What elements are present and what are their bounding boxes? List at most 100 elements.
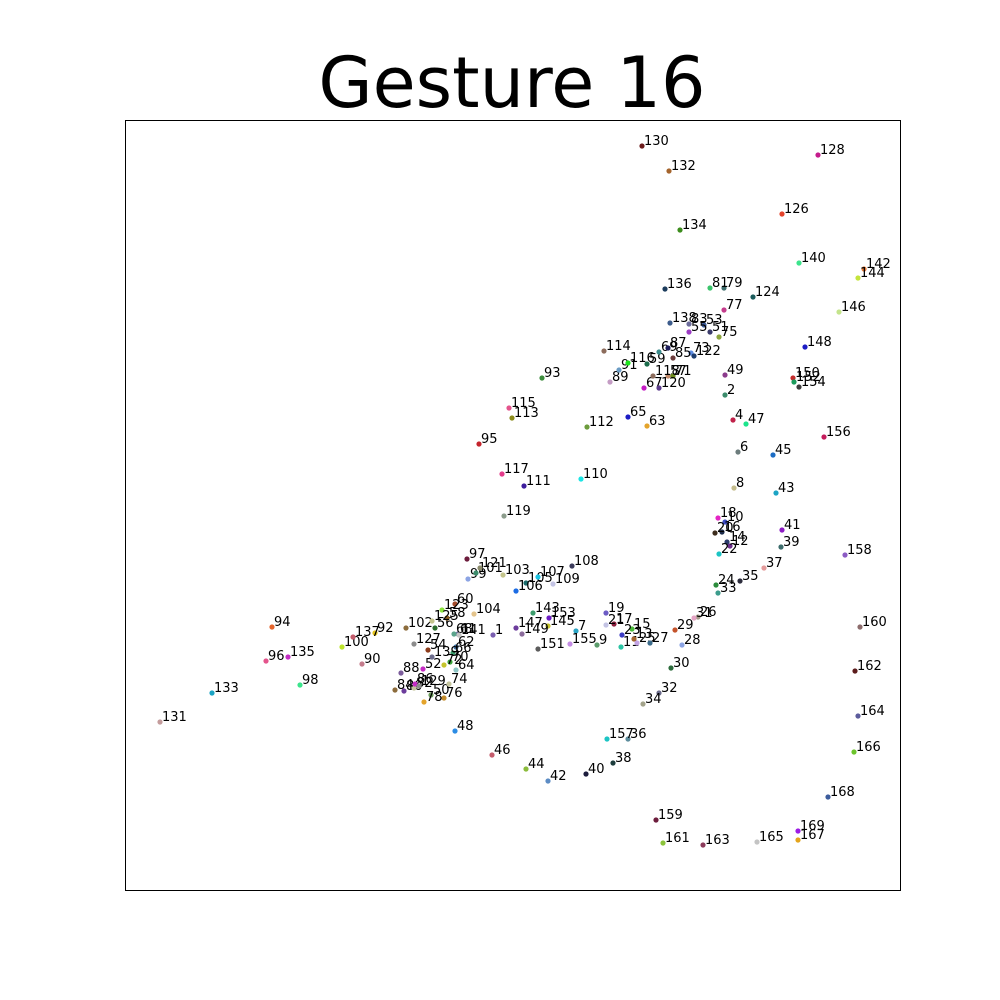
point-label-83: 83 bbox=[691, 312, 708, 327]
point-label-51: 51 bbox=[712, 320, 729, 335]
point-34 bbox=[640, 701, 646, 707]
point-71 bbox=[670, 373, 676, 379]
point-label-133: 133 bbox=[214, 681, 239, 696]
point-label-91: 91 bbox=[621, 358, 638, 373]
point-label-141: 141 bbox=[461, 623, 486, 638]
point-label-167: 167 bbox=[800, 828, 825, 843]
point-label-38: 38 bbox=[615, 751, 632, 766]
point-80 bbox=[401, 688, 407, 694]
point-120 bbox=[656, 385, 662, 391]
point-115 bbox=[506, 405, 512, 411]
point-label-15: 15 bbox=[634, 617, 651, 632]
points-layer: 1246789101112131415161718192021222324252… bbox=[157, 134, 891, 848]
point-114 bbox=[601, 348, 607, 354]
point-label-99: 99 bbox=[470, 567, 487, 582]
point-label-138: 138 bbox=[672, 311, 697, 326]
point-119 bbox=[501, 513, 507, 519]
point-53 bbox=[701, 322, 707, 328]
point-33 bbox=[715, 590, 721, 596]
point-label-137: 137 bbox=[355, 625, 380, 640]
point-136 bbox=[662, 286, 668, 292]
point-label-139: 139 bbox=[434, 645, 459, 660]
point-label-48: 48 bbox=[457, 719, 474, 734]
point-37 bbox=[761, 565, 767, 571]
point-label-93: 93 bbox=[544, 366, 561, 381]
point-137 bbox=[350, 634, 356, 640]
point-74 bbox=[446, 681, 452, 687]
point-98 bbox=[297, 682, 303, 688]
point-87 bbox=[665, 345, 671, 351]
point-label-112: 112 bbox=[589, 415, 614, 430]
point-91 bbox=[616, 367, 622, 373]
point-label-60: 60 bbox=[457, 592, 474, 607]
point-label-56: 56 bbox=[437, 616, 454, 631]
point-label-107: 107 bbox=[540, 565, 565, 580]
point-label-39: 39 bbox=[783, 535, 800, 550]
point-label-95: 95 bbox=[481, 432, 498, 447]
point-label-46: 46 bbox=[494, 743, 511, 758]
point-label-169: 169 bbox=[800, 819, 825, 834]
point-14 bbox=[724, 539, 730, 545]
point-132 bbox=[666, 168, 672, 174]
point-label-129: 129 bbox=[421, 674, 446, 689]
point-75 bbox=[716, 334, 722, 340]
point-7 bbox=[573, 628, 579, 634]
point-36 bbox=[625, 736, 631, 742]
point-label-149: 149 bbox=[524, 622, 549, 637]
point-label-19: 19 bbox=[608, 601, 625, 616]
point-97 bbox=[464, 556, 470, 562]
point-154 bbox=[796, 384, 802, 390]
point-label-40: 40 bbox=[588, 762, 605, 777]
point-label-43: 43 bbox=[778, 481, 795, 496]
point-146 bbox=[836, 309, 842, 315]
point-62 bbox=[453, 644, 459, 650]
point-55 bbox=[686, 329, 692, 335]
point-109 bbox=[550, 581, 556, 587]
point-122 bbox=[691, 353, 697, 359]
point-label-12: 12 bbox=[732, 534, 749, 549]
point-label-2: 2 bbox=[727, 383, 735, 398]
point-label-144: 144 bbox=[860, 266, 885, 281]
point-47 bbox=[743, 421, 749, 427]
point-label-17: 17 bbox=[616, 612, 633, 627]
point-92 bbox=[372, 630, 378, 636]
point-46 bbox=[489, 752, 495, 758]
point-133 bbox=[209, 690, 215, 696]
point-label-157: 157 bbox=[609, 727, 634, 742]
point-label-28: 28 bbox=[684, 633, 701, 648]
point-label-9: 9 bbox=[599, 633, 607, 648]
point-32 bbox=[656, 690, 662, 696]
point-68 bbox=[451, 631, 457, 637]
point-label-61: 61 bbox=[460, 622, 477, 637]
point-54 bbox=[425, 647, 431, 653]
point-153 bbox=[546, 615, 552, 621]
point-169 bbox=[795, 828, 801, 834]
point-99 bbox=[465, 576, 471, 582]
point-label-29: 29 bbox=[677, 618, 694, 633]
point-label-89: 89 bbox=[612, 370, 629, 385]
point-151 bbox=[535, 646, 541, 652]
point-42 bbox=[545, 778, 551, 784]
point-76 bbox=[441, 695, 447, 701]
point-77 bbox=[721, 307, 727, 313]
point-155 bbox=[567, 641, 573, 647]
point-139 bbox=[429, 654, 435, 660]
point-label-41: 41 bbox=[784, 518, 801, 533]
point-69 bbox=[656, 349, 662, 355]
point-118 bbox=[650, 373, 656, 379]
plot-frame bbox=[125, 120, 901, 891]
point-label-163: 163 bbox=[705, 833, 730, 848]
point-16 bbox=[719, 529, 725, 535]
point-label-130: 130 bbox=[644, 134, 669, 149]
point-134 bbox=[677, 227, 683, 233]
point-50 bbox=[428, 692, 434, 698]
point-106 bbox=[513, 588, 519, 594]
point-label-92: 92 bbox=[377, 621, 394, 636]
point-96 bbox=[263, 658, 269, 664]
point-19 bbox=[603, 610, 609, 616]
point-label-146: 146 bbox=[841, 300, 866, 315]
point-label-110: 110 bbox=[583, 467, 608, 482]
point-label-158: 158 bbox=[847, 543, 872, 558]
point-130 bbox=[639, 143, 645, 149]
point-label-64: 64 bbox=[458, 658, 475, 673]
